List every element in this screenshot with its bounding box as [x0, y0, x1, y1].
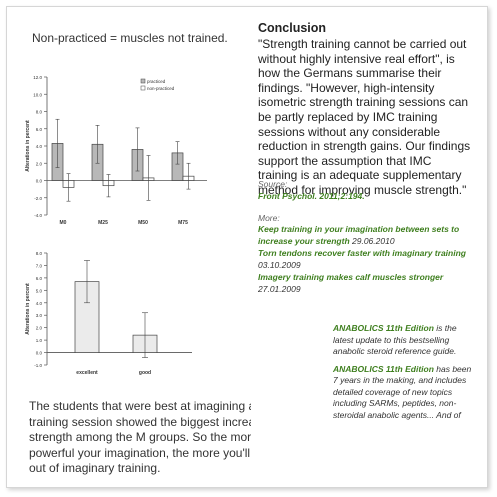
ad-text: is the latest update to this bestselling…	[333, 323, 457, 356]
ad-title-link[interactable]: ANABOLICS 11th Edition	[333, 363, 434, 374]
ad-title-link[interactable]: ANABOLICS 11th Edition	[333, 323, 434, 333]
more-link-date: 29.06.2010	[352, 235, 395, 246]
x-tick-label: M0	[60, 220, 67, 226]
legend-label: non-practiced	[147, 86, 175, 91]
paragraph-line: strength among the M groups. So the more	[29, 430, 251, 444]
more-link-calf-muscles[interactable]: Imagery training makes calf muscles stro…	[258, 272, 444, 282]
y-tick-label: -4.0	[34, 213, 42, 218]
paragraph-line: out of imaginary training.	[29, 461, 161, 475]
more-link-torn-tendons[interactable]: Torn tendons recover faster with imagina…	[258, 248, 466, 258]
more-link-item: Keep training in your imagination betwee…	[258, 224, 473, 247]
x-tick-label: excellent	[76, 370, 98, 376]
imagination-bar-chart: -1.0 0.0 1.0 2.0 3.0 4.0 5.0 6.0 7.0 8.0 Alteratio…	[25, 251, 192, 376]
ad-text: has been 7 years in the making, and incl…	[333, 363, 472, 420]
source-label: Source:	[258, 179, 288, 189]
y-tick-label: 6.0	[36, 276, 43, 281]
y-tick-label: 10.0	[33, 92, 42, 97]
x-tick-label: good	[139, 370, 151, 376]
conclusion-quote: "Strength training cannot be carried out…	[258, 37, 471, 197]
y-tick-label: 4.0	[36, 144, 43, 149]
legend-label: practiced	[147, 79, 166, 84]
y-tick-label: 2.0	[36, 326, 43, 331]
more-link-keep-training[interactable]: Keep training in your imagination betwee…	[258, 224, 460, 246]
more-label: More:	[258, 213, 280, 223]
more-link-item: Imagery training makes calf muscles stro…	[258, 272, 473, 295]
source-citation: Front Psychol. 2011;2:194.	[258, 191, 365, 201]
imagination-paragraph: The students that were best at imagining…	[29, 399, 251, 477]
anabolics-ad[interactable]: ANABOLICS 11th Edition is the latest upd…	[333, 323, 478, 427]
y-axis-label: Alterations in percent	[25, 120, 31, 172]
ad-paragraph: ANABOLICS 11th Edition is the latest upd…	[333, 323, 478, 358]
paragraph-line: powerful your imagination, the more you'…	[29, 445, 251, 460]
y-tick-label: 12.0	[33, 75, 42, 80]
y-tick-label: 5.0	[36, 288, 43, 293]
paragraph-line: training session showed the biggest incr…	[29, 414, 251, 429]
page-frame: Non-practiced = muscles not trained. Con…	[6, 6, 488, 488]
paragraph-line: The students that were best at imagining…	[29, 399, 251, 413]
chart-caption: Non-practiced = muscles not trained.	[32, 31, 228, 45]
y-tick-label: 8.0	[36, 110, 43, 115]
legend-swatch	[140, 78, 146, 84]
y-tick-label: 0.0	[36, 179, 43, 184]
y-tick-label: 8.0	[36, 251, 43, 256]
more-links-list: Keep training in your imagination betwee…	[258, 224, 473, 296]
x-tick-label: M25	[98, 220, 108, 226]
y-tick-label: 0.0	[36, 351, 43, 356]
conclusion-heading: Conclusion	[258, 21, 327, 35]
y-tick-label: 1.0	[36, 338, 43, 343]
y-tick-label: 4.0	[36, 301, 43, 306]
y-tick-label: 6.0	[36, 127, 43, 132]
y-tick-label: 2.0	[36, 161, 43, 166]
y-axis-label: Alterations in percent	[25, 283, 31, 335]
x-tick-label: M75	[178, 220, 188, 226]
ad-paragraph: ANABOLICS 11th Edition has been 7 years …	[333, 364, 478, 422]
y-tick-label: 3.0	[36, 313, 43, 318]
y-tick-label: 7.0	[36, 263, 43, 268]
y-tick-label: -1.0	[34, 363, 42, 368]
groups-bar-chart: -4.0 -2.0 0.0 2.0 4.0 6.0 8.0 10.0 12.0 Alteratio…	[25, 75, 207, 226]
y-tick-label: -2.0	[34, 196, 42, 201]
more-link-item: Torn tendons recover faster with imagina…	[258, 248, 473, 271]
legend-swatch	[140, 85, 146, 91]
more-link-date: 03.10.2009	[258, 259, 301, 270]
more-link-date: 27.01.2009	[258, 283, 301, 294]
x-tick-label: M50	[138, 220, 148, 226]
